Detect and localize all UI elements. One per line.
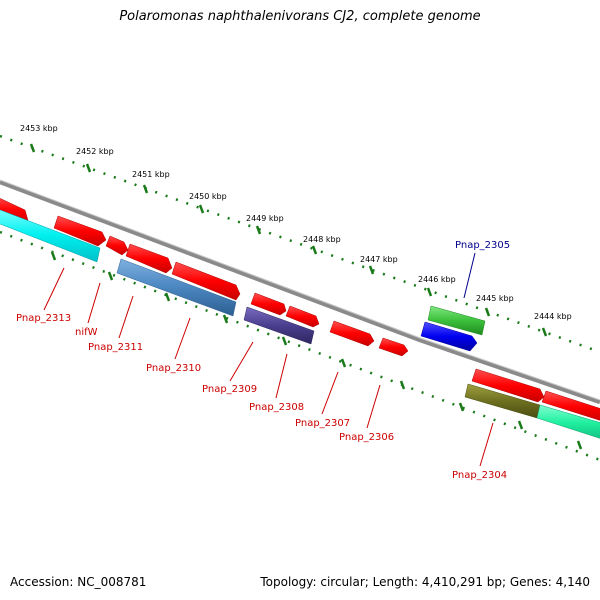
gene-arrow[interactable] [285,305,320,328]
accession-text: Accession: NC_008781 [10,575,147,589]
map-title: Polaromonas naphthalenivorans CJ2, compl… [119,9,481,24]
gene-label: Pnap_2305 [455,240,510,251]
gene-pnap-2310[interactable] [116,258,237,317]
upper-ruler-major-ticks [29,143,548,337]
tick-label: 2450 kbp [189,192,227,201]
gene-blue[interactable] [420,321,478,352]
gene-label: Pnap_2304 [452,470,507,481]
tick-labels: 2453 kbp 2452 kbp 2451 kbp 2450 kbp 2449… [20,124,572,321]
tick-label: 2448 kbp [303,235,341,244]
gene-label: Pnap_2307 [295,418,350,429]
tick-label: 2453 kbp [20,124,58,133]
tick-label: 2447 kbp [360,255,398,264]
gene-arrow[interactable] [541,390,600,422]
gene-label: nifW [75,327,98,338]
gene-cyan[interactable] [0,208,101,263]
lower-ruler-major-ticks [50,251,583,450]
tick-label: 2445 kbp [476,294,514,303]
gene-label: Pnap_2313 [16,313,71,324]
gene-arrow[interactable] [329,320,375,347]
tick-label: 2446 kbp [418,275,456,284]
tick-label: 2451 kbp [132,170,170,179]
gene-arrow[interactable] [53,215,107,247]
gene-labels: Pnap_2313 nifW Pnap_2311 Pnap_2310 Pnap_… [16,240,510,481]
leader-lines [43,252,494,467]
gene-arrow[interactable] [125,243,173,274]
gene-arrow[interactable] [171,261,241,301]
tick-label: 2449 kbp [246,214,284,223]
gene-label: Pnap_2310 [146,363,201,374]
upper-strand-genes [0,198,600,422]
gene-arrow[interactable] [378,337,409,357]
gene-arrow[interactable] [471,368,545,403]
gene-label: Pnap_2309 [202,384,257,395]
genome-backbone [0,179,600,405]
gene-pnap-2308[interactable] [243,306,315,345]
gene-label: Pnap_2311 [88,342,143,353]
genome-summary-text: Topology: circular; Length: 4,410,291 bp… [260,575,590,589]
gene-label: Pnap_2308 [249,402,304,413]
gene-pnap-2305[interactable] [427,305,486,336]
gene-label: Pnap_2306 [339,432,394,443]
tick-label: 2452 kbp [76,147,114,156]
tick-label: 2444 kbp [534,312,572,321]
gene-mint[interactable] [536,404,600,440]
lower-ruler [0,230,600,462]
gene-arrow[interactable] [105,235,129,256]
gene-arrow[interactable] [250,292,287,316]
